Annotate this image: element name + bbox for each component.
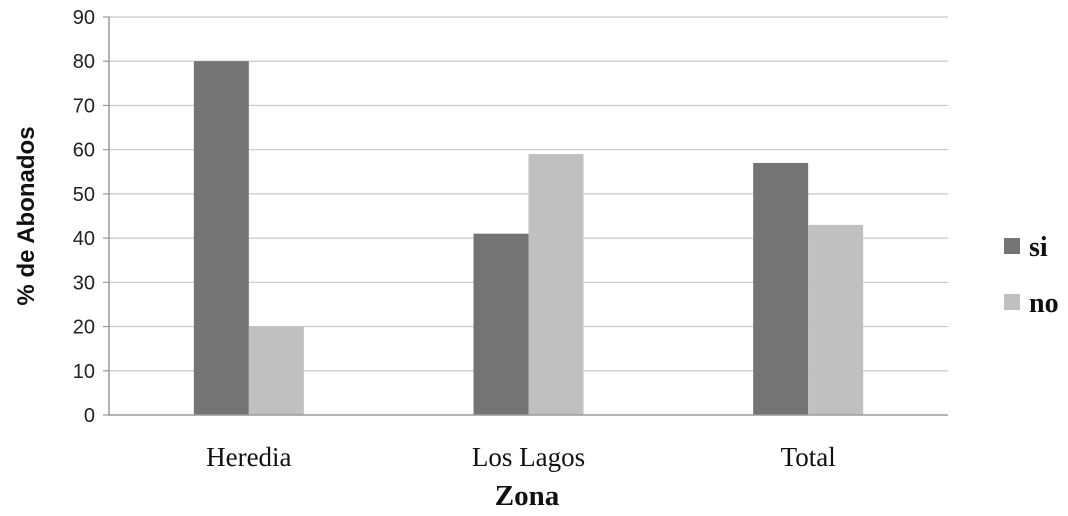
y-tick-label: 30	[73, 272, 95, 294]
bar-si-total	[753, 163, 808, 415]
y-tick-label: 10	[73, 361, 95, 383]
x-tick-label: Los Lagos	[472, 442, 585, 472]
bar-no-heredia	[249, 327, 304, 415]
y-tick-label: 20	[73, 317, 95, 339]
y-axis-ticks: 0 10 20 30 40 50 60 70 80 90	[73, 7, 109, 427]
x-tick-label: Heredia	[206, 442, 291, 472]
legend-swatch-no	[1004, 294, 1020, 310]
bar-si-heredia	[194, 61, 249, 415]
bar-no-los-lagos	[529, 154, 584, 415]
y-axis-title: % de Abonados	[13, 126, 40, 305]
legend-swatch-si	[1004, 238, 1020, 254]
y-tick-label: 60	[73, 140, 95, 162]
bar-no-total	[808, 225, 863, 415]
legend: si no	[1004, 232, 1059, 319]
legend-label-si: si	[1029, 232, 1048, 263]
y-tick-label: 0	[84, 405, 95, 427]
legend-label-no: no	[1029, 288, 1059, 319]
y-tick-label: 90	[73, 7, 95, 29]
y-tick-label: 40	[73, 228, 95, 250]
x-axis-title: Zona	[495, 480, 560, 512]
bar-si-los-lagos	[474, 234, 529, 415]
y-tick-label: 70	[73, 95, 95, 117]
x-tick-label: Total	[781, 442, 836, 472]
y-tick-label: 50	[73, 184, 95, 206]
x-axis-ticks: Heredia Los Lagos Total	[206, 442, 836, 472]
y-tick-label: 80	[73, 51, 95, 73]
